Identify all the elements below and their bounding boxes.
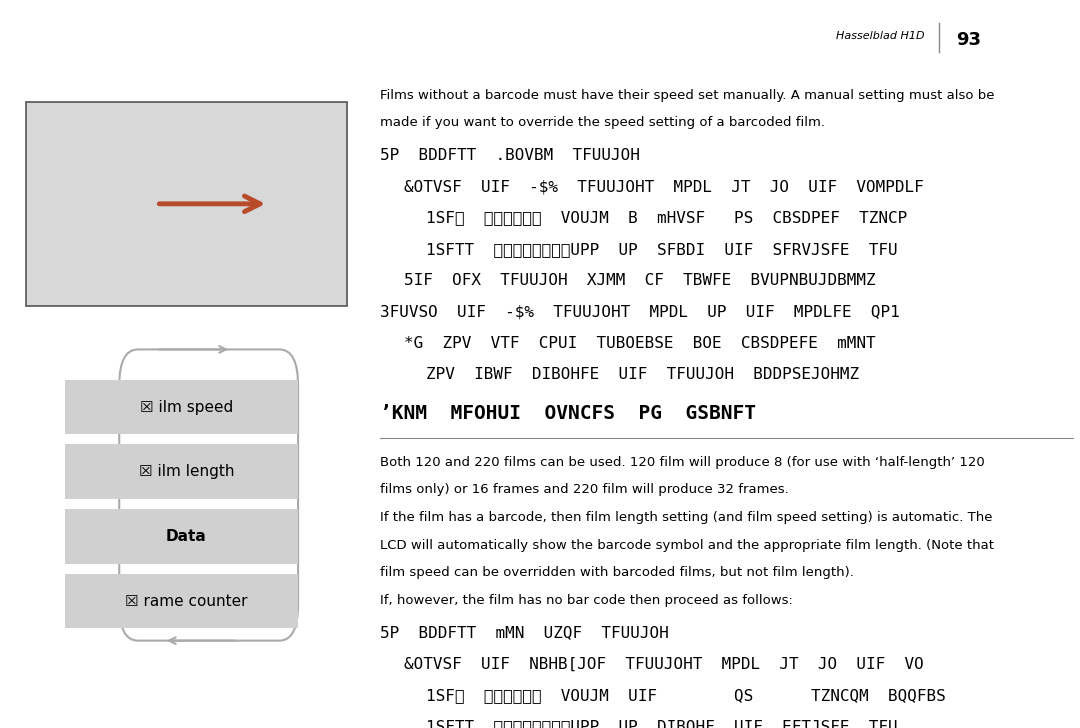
Text: films only) or 16 frames and 220 film will produce 32 frames.: films only) or 16 frames and 220 film wi… (380, 483, 788, 496)
Text: 5IF  OFX  TFUUJOH  XJMM  CF  TBWFE  BVUPNBUJDBMMZ: 5IF OFX TFUUJOH XJMM CF TBWFE BVUPNBUJDB… (404, 273, 876, 288)
FancyBboxPatch shape (65, 444, 298, 499)
Text: 1SFTT  ⓂⓉⓁⒺⒼⓄⒺⓅUPP  UP  SFBDI  UIF  SFRVJSFE  TFU: 1SFTT ⓂⓉⓁⒺⒼⓄⒺⓅUPP UP SFBDI UIF SFRVJSFE … (426, 242, 897, 257)
FancyBboxPatch shape (52, 342, 321, 673)
Text: 3FUVSO  UIF  -$%  TFUUJOHT  MPDL  UP  UIF  MPDLFE  QP1: 3FUVSO UIF -$% TFUUJOHT MPDL UP UIF MPDL… (380, 304, 900, 320)
Text: 1SFⓄ  ⒼⓅⒺⓉⓈⓅ  VOUJM  B  mHVSF   PS  CBSDPEF  TZNCP: 1SFⓄ ⒼⓅⒺⓉⓈⓅ VOUJM B mHVSF PS CBSDPEF TZN… (426, 210, 907, 226)
Text: If, however, the film has no bar code then proceed as follows:: If, however, the film has no bar code th… (380, 594, 793, 607)
Text: ☒ ilm speed: ☒ ilm speed (139, 400, 233, 415)
FancyBboxPatch shape (65, 509, 298, 563)
Text: ZPV  IBWF  DIBOHFE  UIF  TFUUJOH  BDDPSEJOHMZ: ZPV IBWF DIBOHFE UIF TFUUJOH BDDPSEJOHMZ (426, 367, 859, 382)
Text: ☒ rame counter: ☒ rame counter (125, 593, 247, 609)
FancyBboxPatch shape (65, 574, 298, 628)
Text: 93: 93 (956, 31, 982, 49)
Text: LCD will automatically show the barcode symbol and the appropriate film length. : LCD will automatically show the barcode … (380, 539, 994, 552)
Text: Hasselblad H1D: Hasselblad H1D (836, 31, 924, 41)
Text: Both 120 and 220 films can be used. 120 film will produce 8 (for use with ‘half-: Both 120 and 220 films can be used. 120 … (380, 456, 985, 469)
FancyBboxPatch shape (26, 102, 347, 306)
Text: Data: Data (166, 529, 206, 544)
Text: 1SFⓄ  ⒼⓅⒺⓉⓈⓅ  VOUJM  UIF        QS      TZNCQM  BQQFBS: 1SFⓄ ⒼⓅⒺⓉⓈⓅ VOUJM UIF QS TZNCQM BQQFBS (426, 688, 945, 703)
Text: &OTVSF  UIF  -$%  TFUUJOHT  MPDL  JT  JO  UIF  VOMPDLF: &OTVSF UIF -$% TFUUJOHT MPDL JT JO UIF V… (404, 179, 924, 194)
Text: 1SFTT  ⓂⓉⓁⒺⒼⓄⒺⓅUPP  UP  DIBOHF  UIF  EFTJSFE  TFU: 1SFTT ⓂⓉⓁⒺⒼⓄⒺⓅUPP UP DIBOHF UIF EFTJSFE … (426, 719, 897, 728)
Text: If the film has a barcode, then film length setting (and film speed setting) is : If the film has a barcode, then film len… (380, 511, 993, 524)
Text: *G  ZPV  VTF  CPUI  TUBOEBSE  BOE  CBSDPEFE  mMNT: *G ZPV VTF CPUI TUBOEBSE BOE CBSDPEFE mM… (404, 336, 876, 351)
FancyBboxPatch shape (65, 380, 298, 435)
Text: film speed can be overridden with barcoded films, but not film length).: film speed can be overridden with barcod… (380, 566, 853, 579)
Text: 5P  BDDFTT  .BOVBM  TFUUJOH: 5P BDDFTT .BOVBM TFUUJOH (380, 148, 639, 163)
Text: ’KNM  MFOHUI  OVNCFS  PG  GSBNFT: ’KNM MFOHUI OVNCFS PG GSBNFT (380, 404, 756, 423)
Text: &OTVSF  UIF  NBHB[JOF  TFUUJOHT  MPDL  JT  JO  UIF  VO: &OTVSF UIF NBHB[JOF TFUUJOHT MPDL JT JO … (404, 657, 924, 672)
Text: made if you want to override the speed setting of a barcoded film.: made if you want to override the speed s… (380, 116, 825, 130)
Text: 5P  BDDFTT  mMN  UZQF  TFUUJOH: 5P BDDFTT mMN UZQF TFUUJOH (380, 625, 669, 641)
Text: ☒ ilm length: ☒ ilm length (138, 464, 234, 479)
Text: Films without a barcode must have their speed set manually. A manual setting mus: Films without a barcode must have their … (380, 89, 995, 102)
